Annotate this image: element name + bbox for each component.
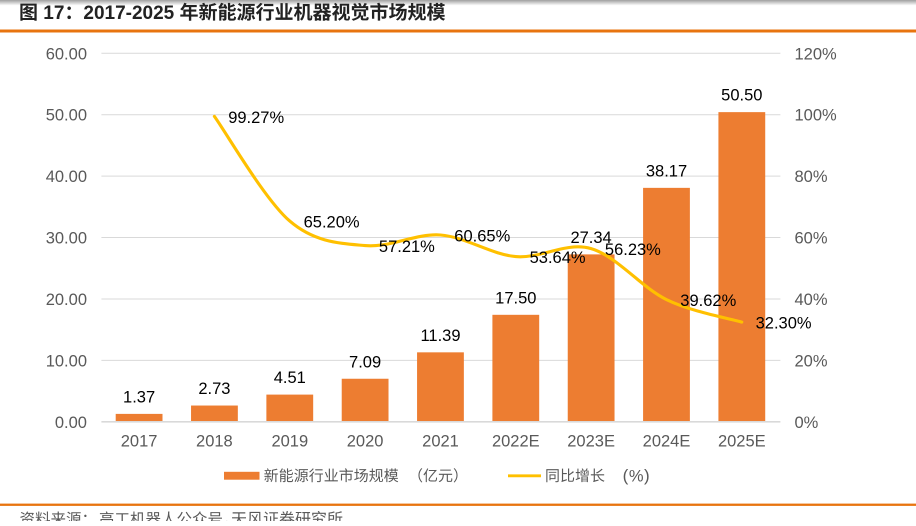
svg-text:50.00: 50.00 <box>46 107 87 125</box>
svg-text:2022E: 2022E <box>492 433 540 451</box>
svg-text:50.50: 50.50 <box>721 87 762 105</box>
svg-text:2025E: 2025E <box>718 433 766 451</box>
svg-text:27.34: 27.34 <box>570 229 611 247</box>
svg-text:57.21%: 57.21% <box>379 238 435 256</box>
svg-text:0.00: 0.00 <box>55 414 87 432</box>
svg-text:60.65%: 60.65% <box>454 228 510 246</box>
svg-text:40%: 40% <box>795 291 828 309</box>
svg-text:99.27%: 99.27% <box>228 109 284 127</box>
svg-text:38.17: 38.17 <box>646 162 687 180</box>
svg-text:2023E: 2023E <box>567 433 615 451</box>
svg-text:2024E: 2024E <box>643 433 691 451</box>
svg-text:120%: 120% <box>795 45 838 63</box>
svg-text:80%: 80% <box>795 168 828 186</box>
svg-text:2017-2025: 2017-2025 <box>83 3 174 24</box>
svg-text:65.20%: 65.20% <box>304 214 360 232</box>
svg-text:32.30%: 32.30% <box>756 315 812 333</box>
svg-text:4.51: 4.51 <box>274 369 306 387</box>
svg-text:53.64%: 53.64% <box>530 249 586 267</box>
svg-text:30.00: 30.00 <box>46 230 87 248</box>
svg-text:(: ( <box>623 466 629 485</box>
svg-text:11.39: 11.39 <box>420 327 460 345</box>
svg-text:20%: 20% <box>795 352 828 370</box>
svg-text:40.00: 40.00 <box>46 168 87 186</box>
svg-text:20.00: 20.00 <box>46 291 87 309</box>
svg-text:2020: 2020 <box>347 433 384 451</box>
svg-text:7.09: 7.09 <box>349 353 381 371</box>
svg-text:1.37: 1.37 <box>123 388 155 406</box>
svg-text:39.62%: 39.62% <box>680 292 736 310</box>
svg-text:17: 17 <box>43 3 64 24</box>
svg-text:0%: 0% <box>795 414 819 432</box>
svg-text:10.00: 10.00 <box>46 352 87 370</box>
svg-text:2021: 2021 <box>422 433 459 451</box>
svg-text:2.73: 2.73 <box>198 380 230 398</box>
svg-text:): ) <box>644 466 650 485</box>
svg-text:2019: 2019 <box>271 433 308 451</box>
svg-text:100%: 100% <box>795 107 838 125</box>
svg-text:2017: 2017 <box>121 433 158 451</box>
svg-text:60.00: 60.00 <box>46 45 87 63</box>
svg-text:56.23%: 56.23% <box>605 241 661 259</box>
svg-text:2018: 2018 <box>196 433 233 451</box>
svg-text:%: % <box>629 467 644 485</box>
svg-text:60%: 60% <box>795 230 828 248</box>
svg-text:17.50: 17.50 <box>495 289 536 307</box>
